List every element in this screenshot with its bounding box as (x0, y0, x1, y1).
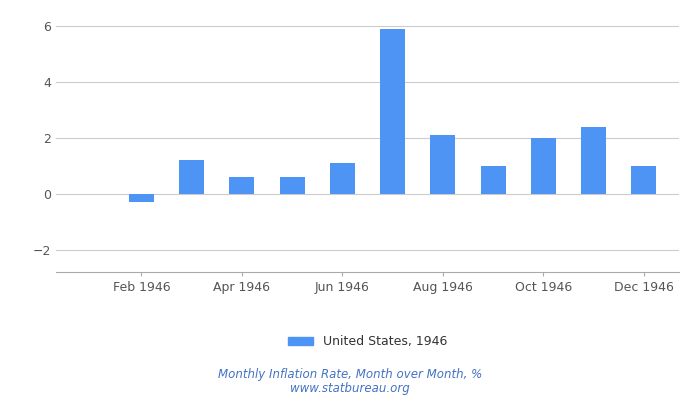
Bar (279, 177, 304, 194)
Bar (129, 194, 154, 202)
Bar (631, 166, 657, 194)
Bar (531, 138, 556, 194)
Legend: United States, 1946: United States, 1946 (283, 330, 452, 353)
Bar (430, 135, 456, 194)
Bar (330, 163, 355, 194)
Bar (581, 127, 606, 194)
Bar (480, 166, 505, 194)
Bar (380, 29, 405, 194)
Text: www.statbureau.org: www.statbureau.org (290, 382, 410, 395)
Text: Monthly Inflation Rate, Month over Month, %: Monthly Inflation Rate, Month over Month… (218, 368, 482, 381)
Bar (230, 177, 255, 194)
Bar (179, 160, 204, 194)
